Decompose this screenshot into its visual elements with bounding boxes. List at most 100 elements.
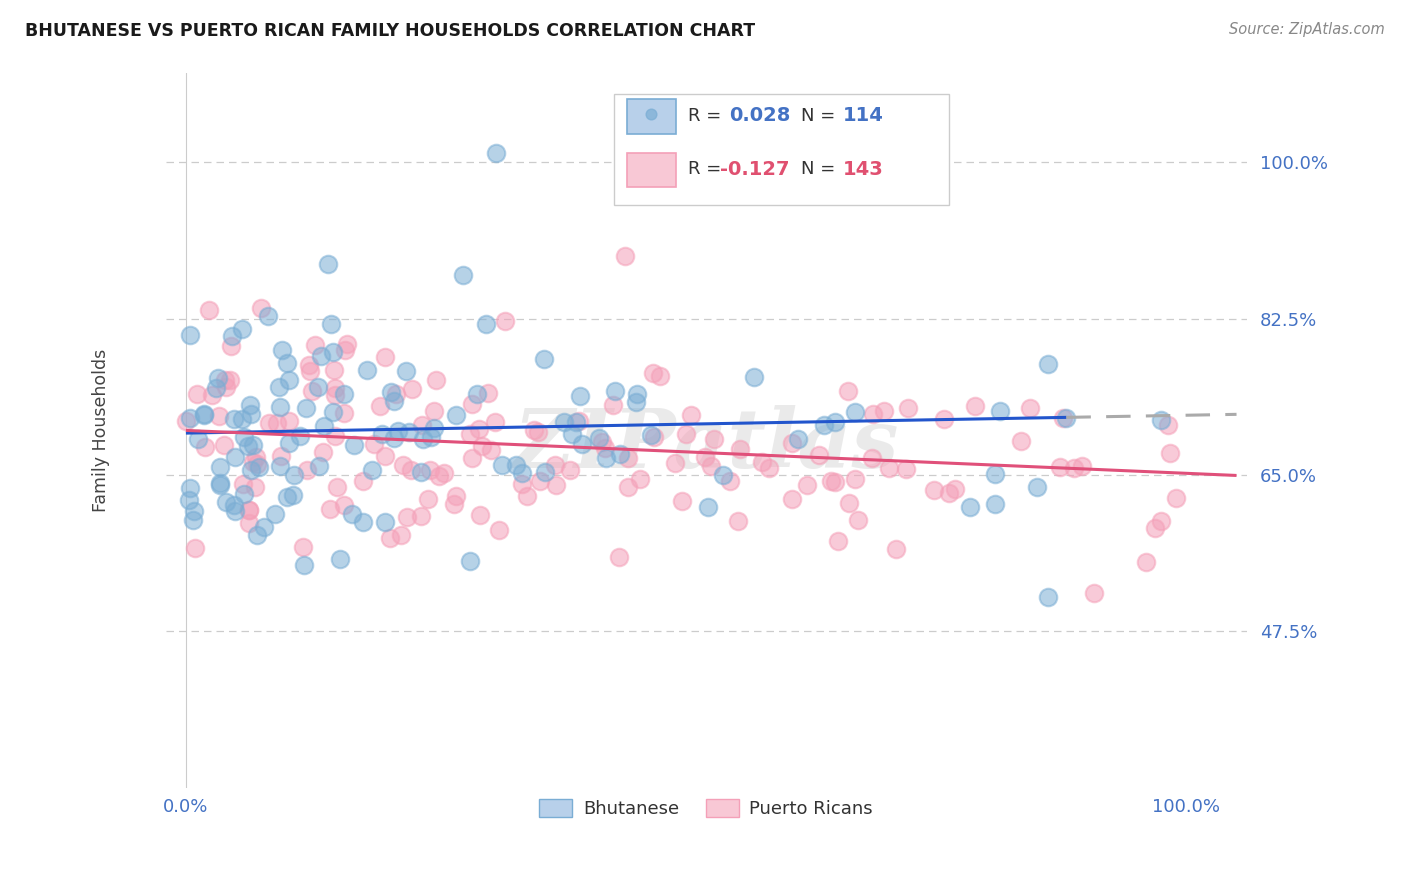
Point bbox=[329, 552, 352, 566]
Point bbox=[340, 507, 363, 521]
Point bbox=[423, 421, 446, 435]
Point bbox=[1157, 418, 1180, 433]
Point bbox=[505, 458, 527, 473]
Point bbox=[1010, 434, 1032, 448]
Text: BHUTANESE VS PUERTO RICAN FAMILY HOUSEHOLDS CORRELATION CHART: BHUTANESE VS PUERTO RICAN FAMILY HOUSEHO… bbox=[25, 22, 755, 40]
Point bbox=[860, 450, 883, 465]
Point bbox=[283, 468, 305, 483]
Point bbox=[488, 523, 510, 537]
Point bbox=[742, 370, 765, 384]
Point bbox=[233, 430, 256, 444]
Point bbox=[465, 387, 488, 401]
Point bbox=[231, 412, 253, 426]
Point bbox=[484, 415, 506, 429]
Point bbox=[641, 367, 664, 381]
Point bbox=[215, 380, 238, 394]
Text: -0.127: -0.127 bbox=[720, 160, 790, 179]
Point bbox=[446, 489, 468, 503]
FancyBboxPatch shape bbox=[614, 95, 949, 205]
Point bbox=[238, 503, 260, 517]
Point bbox=[617, 480, 640, 494]
Point bbox=[1070, 458, 1092, 473]
Point bbox=[208, 475, 231, 490]
Point bbox=[640, 428, 662, 442]
Point bbox=[197, 302, 219, 317]
Point bbox=[529, 475, 551, 489]
Point bbox=[444, 408, 467, 422]
Point bbox=[617, 450, 640, 465]
Point bbox=[281, 488, 304, 502]
Point bbox=[253, 520, 276, 534]
Point bbox=[392, 458, 415, 473]
Point bbox=[380, 385, 402, 400]
Point bbox=[238, 502, 260, 516]
Point bbox=[938, 486, 960, 500]
Point bbox=[319, 317, 342, 331]
Point bbox=[628, 472, 651, 486]
Point bbox=[468, 508, 491, 523]
Point bbox=[523, 423, 546, 437]
Point bbox=[922, 483, 945, 497]
Point bbox=[212, 438, 235, 452]
Point bbox=[711, 467, 734, 482]
Point bbox=[398, 425, 420, 440]
Point bbox=[1054, 411, 1077, 425]
Point bbox=[385, 387, 408, 401]
Point bbox=[245, 450, 267, 465]
Point bbox=[292, 540, 315, 554]
Point bbox=[433, 466, 456, 480]
Point bbox=[222, 498, 245, 512]
Point bbox=[416, 492, 439, 507]
Point bbox=[796, 477, 818, 491]
Point bbox=[1164, 491, 1187, 505]
Point bbox=[396, 510, 419, 524]
Point bbox=[479, 442, 502, 457]
Point bbox=[461, 397, 484, 411]
Point bbox=[239, 463, 262, 477]
Point bbox=[411, 508, 433, 523]
Point bbox=[780, 491, 803, 506]
Point bbox=[332, 499, 354, 513]
Point bbox=[984, 467, 1007, 481]
Point bbox=[897, 401, 920, 415]
Point bbox=[391, 528, 413, 542]
Point bbox=[288, 429, 311, 443]
Point bbox=[298, 358, 321, 372]
Point bbox=[1159, 446, 1181, 460]
Point bbox=[201, 388, 224, 402]
Point bbox=[1143, 521, 1166, 535]
Point bbox=[264, 507, 287, 521]
Point bbox=[266, 417, 288, 431]
Point bbox=[326, 480, 349, 494]
Point bbox=[1019, 401, 1042, 415]
Point bbox=[222, 412, 245, 426]
Point bbox=[238, 439, 260, 453]
Point bbox=[533, 351, 555, 366]
Point bbox=[269, 400, 291, 414]
Point bbox=[700, 459, 723, 474]
Point bbox=[312, 445, 335, 459]
Point bbox=[827, 534, 849, 549]
Point bbox=[703, 433, 725, 447]
Point bbox=[323, 363, 346, 377]
Point bbox=[245, 480, 267, 494]
Point bbox=[614, 249, 637, 263]
Point bbox=[1036, 590, 1059, 604]
Point bbox=[247, 460, 270, 475]
Point bbox=[323, 387, 346, 401]
Point bbox=[387, 424, 409, 438]
Point bbox=[370, 426, 392, 441]
Point bbox=[301, 384, 323, 398]
Point bbox=[609, 447, 631, 461]
Point bbox=[322, 345, 344, 359]
Point bbox=[267, 379, 290, 393]
Point bbox=[558, 463, 581, 477]
Point bbox=[276, 356, 298, 370]
Point bbox=[1049, 459, 1071, 474]
FancyBboxPatch shape bbox=[627, 99, 676, 134]
Point bbox=[820, 474, 842, 488]
Point bbox=[1036, 357, 1059, 371]
Point bbox=[458, 426, 481, 441]
Point bbox=[231, 321, 253, 335]
Point bbox=[468, 422, 491, 436]
